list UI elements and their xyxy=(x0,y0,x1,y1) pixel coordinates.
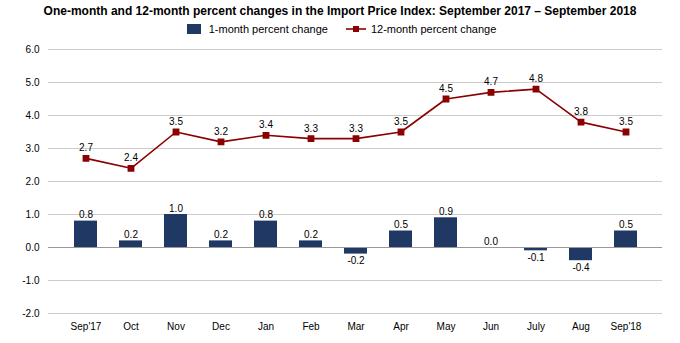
svg-text:-0.2: -0.2 xyxy=(347,255,365,266)
svg-text:-2.0: -2.0 xyxy=(22,308,40,319)
svg-text:1.0: 1.0 xyxy=(169,203,183,214)
svg-text:0.5: 0.5 xyxy=(394,219,408,230)
svg-text:May: May xyxy=(437,321,456,332)
svg-text:Sep'18: Sep'18 xyxy=(611,321,642,332)
svg-text:1.0: 1.0 xyxy=(26,209,40,220)
svg-text:Mar: Mar xyxy=(347,321,365,332)
svg-text:Aug: Aug xyxy=(572,321,590,332)
svg-text:4.5: 4.5 xyxy=(439,83,453,94)
svg-text:3.5: 3.5 xyxy=(619,116,633,127)
svg-text:4.7: 4.7 xyxy=(484,76,498,87)
svg-text:2.0: 2.0 xyxy=(26,176,40,187)
svg-text:Sep'17: Sep'17 xyxy=(71,321,102,332)
svg-text:3.5: 3.5 xyxy=(394,116,408,127)
svg-text:3.5: 3.5 xyxy=(169,116,183,127)
html-text:12-month percent change: 12-month percent change xyxy=(370,23,497,35)
svg-text:-1.0: -1.0 xyxy=(22,275,40,286)
svg-text:3.2: 3.2 xyxy=(214,126,228,137)
svg-text:July: July xyxy=(527,321,545,332)
svg-text:0.2: 0.2 xyxy=(124,229,138,240)
svg-text:Jun: Jun xyxy=(483,321,499,332)
svg-text:0.2: 0.2 xyxy=(214,229,228,240)
svg-text:3.0: 3.0 xyxy=(26,143,40,154)
svg-text:0.9: 0.9 xyxy=(439,206,453,217)
svg-text:3.3: 3.3 xyxy=(304,123,318,134)
svg-text:0.2: 0.2 xyxy=(304,229,318,240)
svg-text:0.0: 0.0 xyxy=(484,236,498,247)
svg-text:Nov: Nov xyxy=(167,321,185,332)
svg-text:3.3: 3.3 xyxy=(349,123,363,134)
svg-text:2.4: 2.4 xyxy=(124,152,138,163)
html-text:1-month percent change: 1-month percent change xyxy=(208,23,328,35)
svg-text:5.0: 5.0 xyxy=(26,77,40,88)
svg-text:6.0: 6.0 xyxy=(26,44,40,55)
svg-text:0.5: 0.5 xyxy=(619,219,633,230)
svg-text:3.4: 3.4 xyxy=(259,119,273,130)
svg-text:Apr: Apr xyxy=(393,321,409,332)
svg-text:0.8: 0.8 xyxy=(79,209,93,220)
svg-text:4.0: 4.0 xyxy=(26,110,40,121)
svg-text:2.7: 2.7 xyxy=(79,142,93,153)
svg-text:-0.1: -0.1 xyxy=(527,252,545,263)
svg-text:0.0: 0.0 xyxy=(26,242,40,253)
svg-text:3.8: 3.8 xyxy=(574,106,588,117)
html-text:One-month and 12-month percent: One-month and 12-month percent changes i… xyxy=(43,4,637,18)
svg-text:Oct: Oct xyxy=(123,321,139,332)
svg-text:Feb: Feb xyxy=(302,321,320,332)
svg-text:-0.4: -0.4 xyxy=(572,262,590,273)
svg-text:0.8: 0.8 xyxy=(259,209,273,220)
svg-text:Jan: Jan xyxy=(258,321,274,332)
svg-text:4.8: 4.8 xyxy=(529,73,543,84)
svg-text:Dec: Dec xyxy=(212,321,230,332)
